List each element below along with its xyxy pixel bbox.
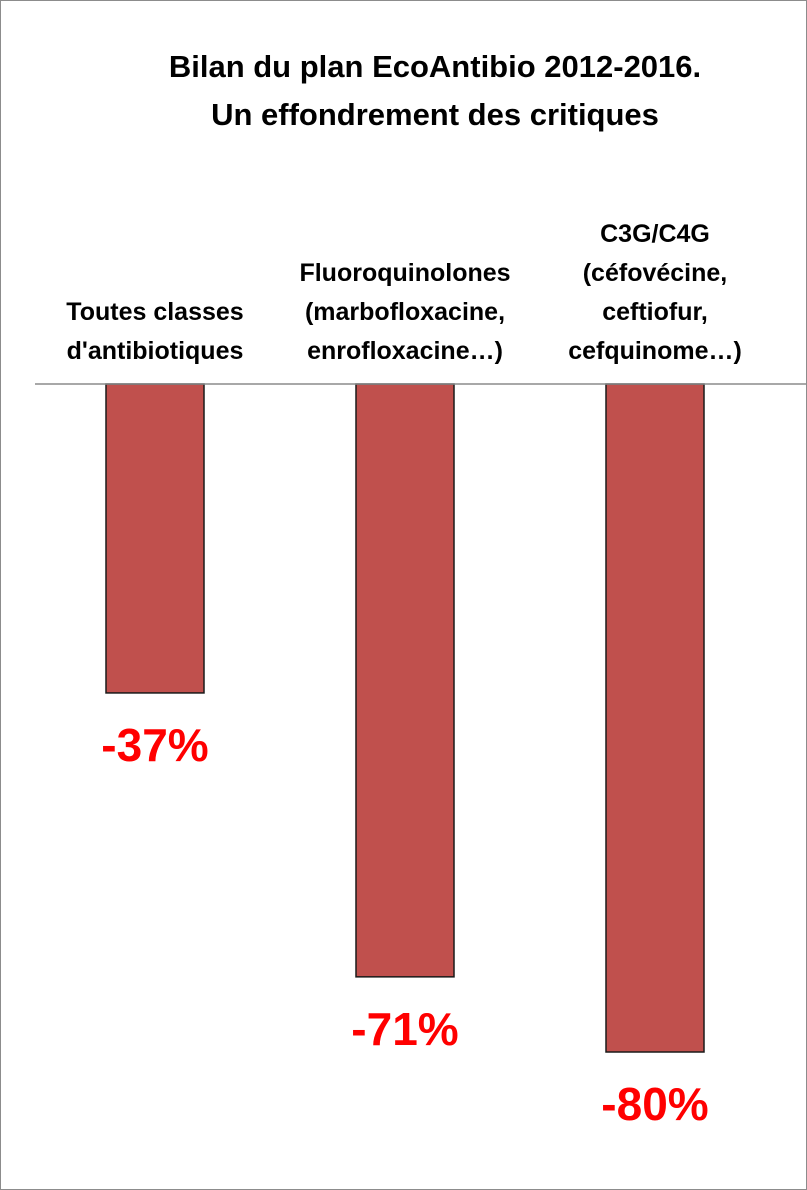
category-label-3-line-2: (céfovécine, [583,259,728,287]
category-label-2-line-1: Fluoroquinolones [299,259,510,287]
category-label-1-line-1: Toutes classes [66,298,243,326]
bar-1 [105,383,205,694]
value-label-3: -80% [601,1078,708,1130]
bar-2 [355,383,455,978]
chart-title: Bilan du plan EcoAntibio 2012-2016. Un e… [169,49,701,132]
category-label-2-line-2: (marbofloxacine, [305,298,505,326]
category-labels: Toutes classes d'antibiotiques Fluoroquino… [66,220,742,365]
category-label-3-line-3: ceftiofur, [602,298,708,326]
chart-title-line-2: Un effondrement des critiques [211,97,659,132]
bar-3 [605,383,705,1053]
category-label-2-line-3: enrofloxacine…) [307,337,503,365]
category-label-3-line-4: cefquinome…) [568,337,742,365]
value-label-2: -71% [351,1003,458,1055]
category-label-3-line-1: C3G/C4G [600,220,710,248]
chart-title-line-1: Bilan du plan EcoAntibio 2012-2016. [169,49,701,84]
value-label-1: -37% [101,719,208,771]
value-labels: -37% -71% -80% [101,719,708,1130]
category-label-1-line-2: d'antibiotiques [67,337,244,365]
